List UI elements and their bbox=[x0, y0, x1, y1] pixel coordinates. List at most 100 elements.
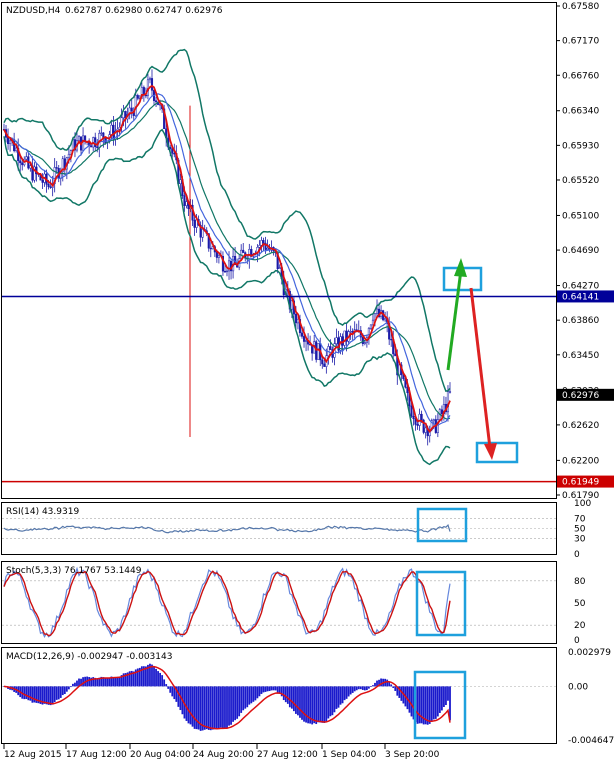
macd-histogram-bar bbox=[23, 686, 26, 700]
macd-histogram-bar bbox=[213, 686, 216, 730]
macd-histogram-bar bbox=[72, 683, 74, 687]
candle-body bbox=[90, 145, 93, 148]
stoch-main-line bbox=[3, 566, 451, 638]
macd-histogram-bar bbox=[161, 675, 164, 687]
macd-histogram-bar bbox=[92, 677, 95, 687]
macd-histogram-bar bbox=[199, 686, 202, 731]
macd-histogram-bar bbox=[163, 679, 166, 687]
macd-histogram-bar bbox=[266, 686, 269, 692]
time-axis-label: 12 Aug 2015 bbox=[4, 750, 62, 760]
macd-histogram-bar bbox=[191, 686, 194, 727]
macd-histogram-bar bbox=[347, 686, 350, 697]
candle-body bbox=[440, 409, 443, 414]
macd-histogram-bar bbox=[303, 686, 305, 722]
candle-body bbox=[41, 179, 44, 183]
macd-histogram-bar bbox=[288, 686, 291, 708]
candle-body bbox=[302, 336, 306, 342]
candle-body bbox=[278, 267, 281, 269]
rsi-label: RSI(14) 43.9319 bbox=[6, 507, 79, 517]
chart-ohlc-label: 0.62787 0.62980 0.62747 0.62976 bbox=[65, 6, 223, 16]
macd-histogram-bar bbox=[282, 686, 285, 701]
macd-histogram-bar bbox=[90, 677, 93, 687]
candle-body bbox=[410, 405, 413, 417]
macd-histogram-bar bbox=[254, 686, 257, 701]
candle-body bbox=[21, 162, 24, 166]
macd-histogram-bar bbox=[274, 686, 277, 691]
macd-histogram-bar bbox=[195, 686, 198, 730]
macd-histogram-bar bbox=[447, 686, 449, 701]
macd-histogram-bar bbox=[96, 678, 99, 687]
macd-histogram-bar bbox=[120, 675, 123, 687]
rsi-highlight-box bbox=[416, 507, 468, 543]
macd-histogram-bar bbox=[47, 686, 50, 705]
candle-body bbox=[317, 343, 320, 360]
macd-histogram-bar bbox=[55, 686, 58, 700]
candle-body bbox=[420, 413, 423, 421]
candle-body bbox=[53, 167, 56, 184]
macd-histogram-bar bbox=[112, 677, 115, 687]
macd-histogram-bar bbox=[207, 686, 210, 730]
candle-body bbox=[361, 336, 364, 344]
macd-histogram-bar bbox=[240, 686, 243, 713]
macd-histogram-bar bbox=[309, 686, 312, 724]
candle-body bbox=[349, 331, 352, 333]
macd-histogram-bar bbox=[238, 686, 241, 717]
macd-histogram-bar bbox=[443, 686, 445, 708]
macd-histogram-bar bbox=[392, 686, 395, 688]
candle-body bbox=[296, 319, 300, 324]
candle-body bbox=[323, 363, 326, 367]
macd-histogram-bar bbox=[365, 686, 368, 691]
macd-histogram-bar bbox=[65, 686, 68, 692]
macd-histogram-bar bbox=[27, 686, 30, 701]
lower-target-box bbox=[475, 441, 519, 464]
price-axis-tick-label: 0.63450 bbox=[562, 351, 599, 361]
macd-histogram-bar bbox=[343, 686, 346, 701]
candle-body bbox=[154, 100, 158, 103]
candle-body bbox=[262, 240, 265, 244]
rsi-line bbox=[3, 523, 451, 534]
macd-histogram-bar bbox=[98, 677, 101, 687]
candle-body bbox=[77, 136, 81, 141]
macd-histogram-bar bbox=[264, 686, 267, 692]
macd-histogram-bar bbox=[335, 686, 338, 709]
price-axis-tick-label: 0.65930 bbox=[562, 141, 599, 151]
down-arrow-shaft bbox=[469, 287, 492, 449]
price-axis-tick-label: 0.61790 bbox=[562, 491, 599, 501]
candle-body bbox=[258, 245, 261, 248]
macd-histogram-bar bbox=[244, 686, 247, 709]
macd-histogram-bar bbox=[104, 677, 107, 687]
candle-body bbox=[343, 330, 346, 346]
macd-histogram-bar bbox=[445, 686, 447, 706]
macd-histogram-bar bbox=[412, 686, 415, 720]
macd-signal-line bbox=[3, 665, 451, 730]
stoch-signal-line bbox=[3, 570, 451, 637]
current-price-tag bbox=[557, 388, 614, 401]
candle-body bbox=[227, 260, 231, 272]
macd-histogram-bar bbox=[45, 686, 48, 705]
time-axis-label: 20 Aug 04:00 bbox=[130, 750, 191, 760]
macd-histogram-bar bbox=[353, 686, 356, 692]
candle-body bbox=[49, 186, 52, 188]
macd-histogram-bar bbox=[284, 686, 287, 703]
time-axis-label: 17 Aug 12:00 bbox=[66, 750, 127, 760]
macd-histogram-bar bbox=[29, 686, 32, 701]
macd-histogram-bar bbox=[165, 684, 168, 687]
price-axis-tick-label: 0.65100 bbox=[562, 211, 599, 221]
macd-histogram-bar bbox=[370, 686, 372, 687]
macd-histogram-bar bbox=[82, 677, 84, 687]
macd-histogram-bar bbox=[256, 686, 259, 699]
price-axis-tick-label: 0.67170 bbox=[562, 37, 599, 47]
candle-body bbox=[422, 419, 425, 433]
macd-histogram-bar bbox=[410, 686, 413, 717]
rsi-axis-label: 70 bbox=[574, 514, 586, 524]
macd-histogram-bar bbox=[307, 686, 309, 724]
price-axis-tick-label: 0.66340 bbox=[562, 107, 599, 117]
macd-histogram-bar bbox=[323, 686, 326, 723]
macd-histogram-bar bbox=[78, 678, 80, 687]
red-line-price-tag bbox=[557, 475, 614, 488]
price-axis-tick-label: 0.62620 bbox=[562, 421, 599, 431]
macd-histogram-bar bbox=[378, 679, 380, 687]
price-axis-tick-label: 0.65520 bbox=[562, 176, 599, 186]
candle-body bbox=[144, 94, 147, 97]
macd-histogram-bar bbox=[242, 686, 245, 711]
